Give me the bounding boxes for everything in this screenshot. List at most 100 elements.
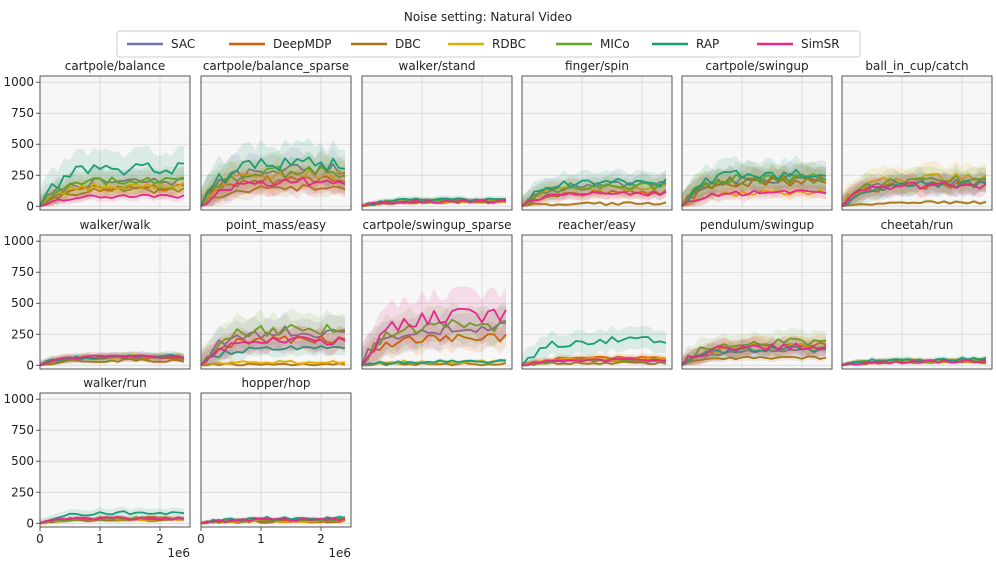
x-tick-label: 0	[197, 532, 205, 546]
panel-frame	[200, 75, 352, 211]
panel-title: cartpole/swingup	[705, 59, 808, 73]
panel-title: walker/walk	[80, 218, 151, 232]
series-line-sac	[361, 321, 507, 366]
panel-title: walker/stand	[399, 59, 476, 73]
y-tick-label: 750	[11, 265, 34, 279]
band-rap	[842, 170, 986, 207]
series-line-rap	[521, 336, 667, 366]
panel-pendulum-swingup: pendulum/swingup	[681, 218, 833, 370]
y-tick-label: 500	[11, 454, 34, 468]
panel-frame	[521, 75, 673, 211]
y-tick-label: 1000	[3, 392, 34, 406]
panel-cartpole-balance-sparse: cartpole/balance_sparse	[200, 59, 352, 211]
band-simsr	[682, 184, 826, 207]
band-mico	[201, 150, 345, 207]
legend-frame	[116, 30, 861, 58]
y-tick-label: 1000	[3, 75, 34, 89]
panel-frame	[521, 234, 673, 370]
panel-background	[40, 235, 190, 369]
series-line-dbc	[200, 184, 346, 207]
series-line-simsr	[681, 189, 827, 208]
band-rap	[201, 138, 345, 207]
band-simsr	[842, 172, 986, 207]
series-line-simsr	[521, 191, 667, 208]
panel-title: pendulum/swingup	[700, 218, 814, 232]
legend-label-rap: RAP	[696, 37, 719, 51]
series-line-mico	[200, 165, 346, 207]
series-line-deepmdp	[361, 333, 507, 366]
panel-title: cartpole/swingup_sparse	[363, 218, 512, 232]
y-tick-label: 0	[26, 516, 34, 530]
band-sac	[682, 342, 826, 366]
band-rap	[201, 338, 345, 366]
series-line-rap	[39, 162, 185, 207]
series-line-dbc	[39, 357, 185, 367]
x-tick-label: 1	[96, 532, 104, 546]
series-line-rdbc	[521, 183, 667, 208]
panel-frame	[39, 392, 191, 528]
x-tick-label: 2	[156, 532, 164, 546]
series-line-dbc	[362, 361, 507, 367]
panel-cartpole-balance: cartpole/balance 0 250 500 750 1000	[3, 59, 191, 213]
panel-frame	[39, 234, 191, 370]
band-mico	[40, 165, 184, 207]
band-rdbc	[201, 358, 345, 366]
y-tick-label: 1000	[3, 234, 34, 248]
series-line-sac	[39, 177, 185, 207]
series-line-simsr	[681, 342, 827, 366]
x-multiplier-label: 1e6	[328, 546, 351, 560]
y-tick-label: 250	[11, 327, 34, 341]
legend: SAC DeepMDP DBC RDBC MICo RAP SimSR	[116, 30, 861, 58]
y-tick-label: 0	[26, 358, 34, 372]
y-tick-label: 250	[11, 168, 34, 182]
panel-title: hopper/hop	[241, 376, 310, 390]
band-deepmdp	[201, 324, 345, 366]
band-dbc	[682, 162, 826, 207]
series-line-simsr	[841, 359, 987, 367]
series-line-simsr	[200, 517, 346, 525]
y-tick-label: 0	[26, 199, 34, 213]
panel-point-mass-easy: point_mass/easy	[200, 218, 352, 370]
panel-title: finger/spin	[565, 59, 629, 73]
panel-title: cartpole/balance	[65, 59, 166, 73]
band-simsr	[362, 286, 506, 366]
panel-background	[362, 235, 512, 369]
series-line-sac	[200, 163, 346, 207]
band-deepmdp	[682, 333, 826, 366]
band-rap	[522, 325, 666, 366]
series-line-simsr	[200, 336, 346, 366]
x-tick-label: 1	[257, 532, 265, 546]
x-multiplier-label: 1e6	[167, 546, 190, 560]
series-line-simsr	[39, 354, 185, 367]
series-line-simsr	[39, 516, 185, 525]
band-mico	[522, 174, 666, 207]
panel-title: walker/run	[83, 376, 147, 390]
panel-title: cartpole/balance_sparse	[203, 59, 349, 73]
panel-frame	[361, 75, 513, 211]
band-rap	[682, 155, 826, 207]
panel-reacher-easy: reacher/easy	[521, 218, 673, 370]
series-line-rdbc	[39, 182, 185, 207]
panel-background	[201, 393, 351, 527]
band-mico	[682, 327, 826, 366]
series-line-dbc	[521, 201, 667, 208]
series-line-dbc	[681, 173, 827, 207]
series-line-rap	[681, 168, 827, 207]
series-line-rap	[200, 156, 346, 207]
series-line-mico	[681, 337, 827, 366]
panel-title: cheetah/run	[881, 218, 954, 232]
panel-frame	[361, 234, 513, 370]
series-line-dbc	[841, 200, 987, 208]
band-mico	[682, 161, 826, 207]
series-line-deepmdp	[200, 335, 346, 366]
band-simsr	[682, 335, 826, 366]
series-line-simsr	[200, 176, 346, 208]
series-line-rap	[841, 179, 987, 208]
panel-finger-spin: finger/spin	[521, 59, 673, 211]
series-line-rdbc	[200, 359, 346, 367]
panel-background	[842, 235, 992, 369]
